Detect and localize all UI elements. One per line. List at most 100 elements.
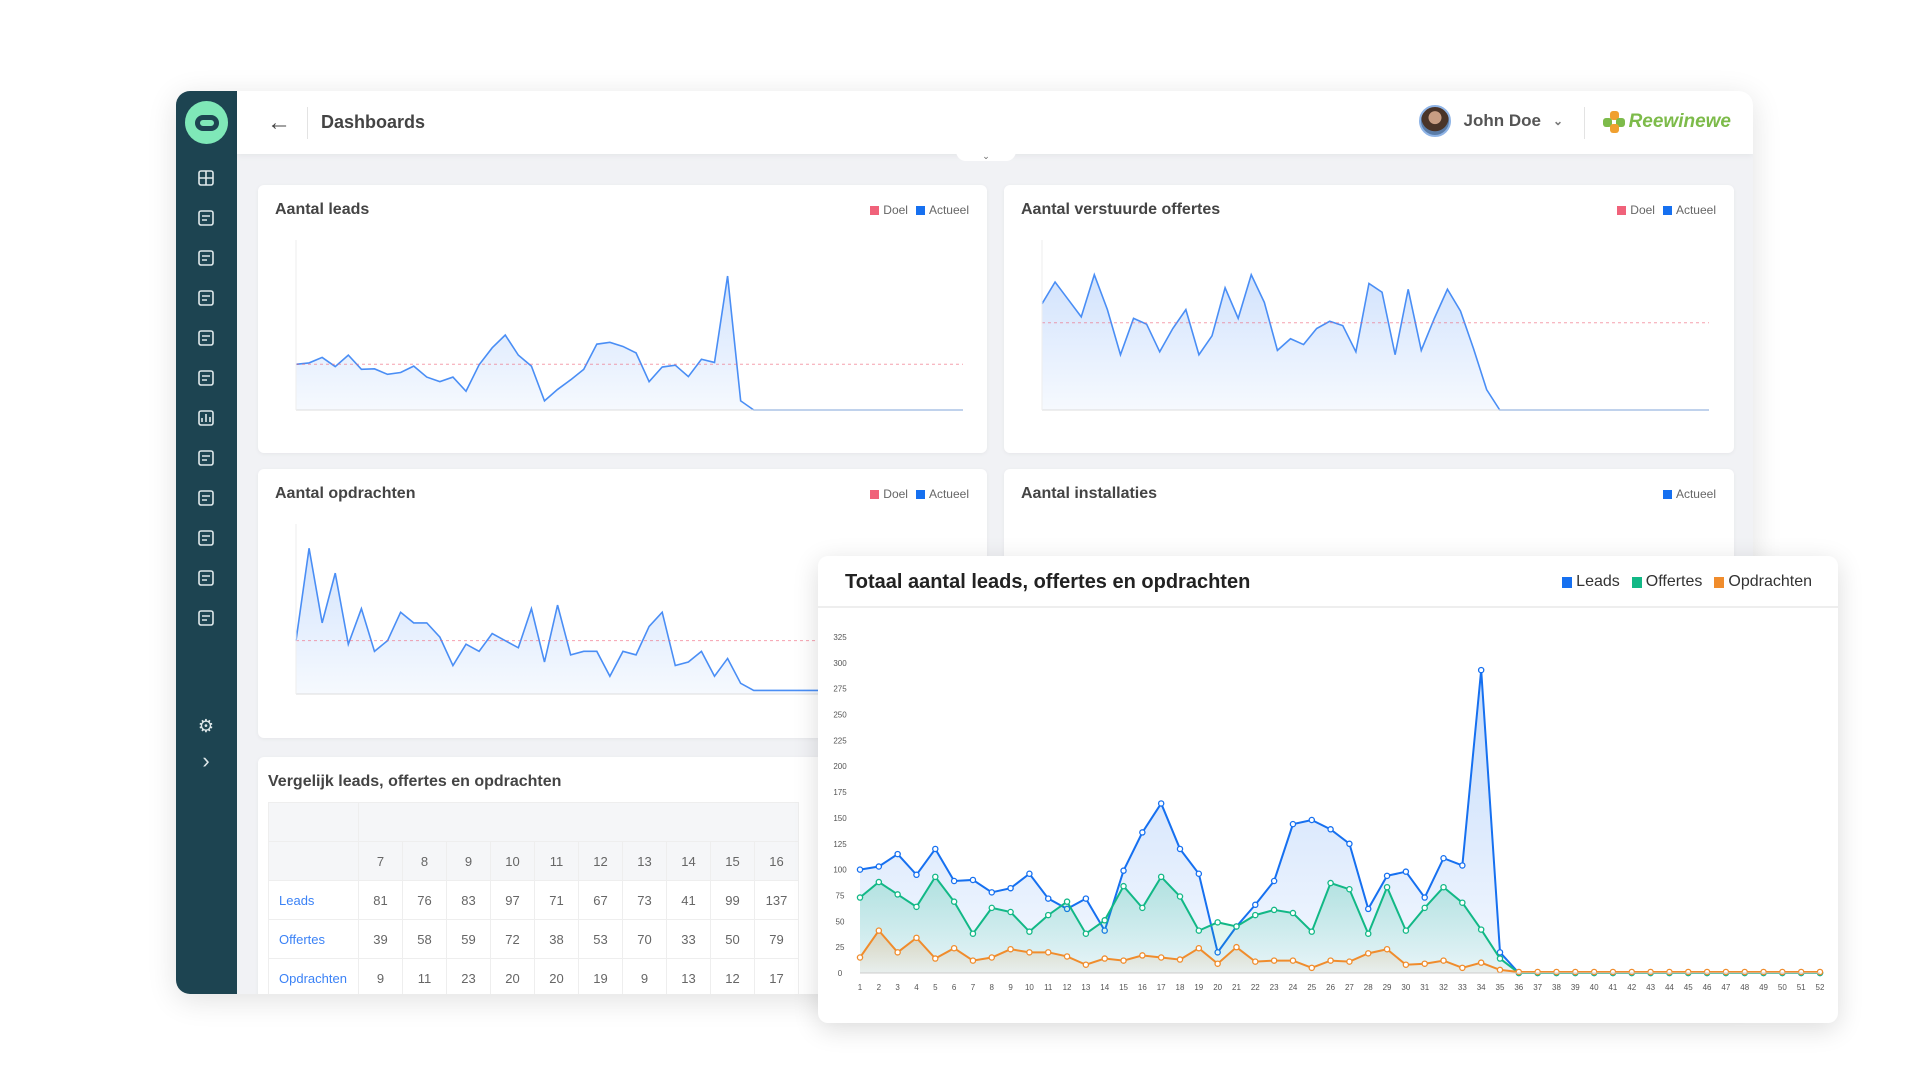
message-icon[interactable] — [196, 488, 216, 508]
chevron-right-icon[interactable]: › — [202, 748, 210, 773]
point-offertes — [1044, 911, 1052, 919]
ticket-icon[interactable] — [196, 528, 216, 548]
card-title: Aantal leads — [275, 201, 370, 218]
x-tick-label: 41 — [1608, 983, 1617, 992]
collapse-toggle[interactable]: ⌄ — [956, 151, 1016, 161]
point-opdrachten — [1628, 968, 1636, 976]
card-title: Vergelijk leads, offertes en opdrachten — [268, 773, 562, 790]
brand-logo: Reewinewe — [1602, 111, 1731, 133]
row-label-link[interactable]: Offertes — [268, 919, 359, 959]
point-leads — [969, 876, 977, 884]
x-tick-label: 10 — [1025, 983, 1034, 992]
point-offertes — [1346, 886, 1353, 893]
calendar-user-icon[interactable] — [196, 288, 216, 308]
point-leads — [1120, 867, 1127, 874]
page-title: Dashboards — [321, 112, 426, 132]
x-tick-label: 26 — [1326, 983, 1335, 992]
brand-icon — [1602, 111, 1625, 133]
point-opdrachten — [1590, 968, 1598, 976]
app-logo[interactable] — [185, 101, 228, 144]
legend-offertes[interactable]: Offertes — [1631, 573, 1702, 591]
point-opdrachten — [1101, 955, 1108, 962]
point-offertes — [1063, 898, 1071, 905]
leads-card: Aantal leads Doel Actueel — [258, 185, 987, 453]
row-label-link[interactable]: Leads — [268, 880, 359, 920]
table-cell: 33 — [666, 919, 711, 959]
point-opdrachten — [932, 955, 939, 962]
contact-icon[interactable] — [196, 568, 216, 588]
dashboard-icon[interactable] — [196, 168, 216, 188]
point-opdrachten — [1703, 968, 1711, 976]
x-tick-label: 11 — [1044, 983, 1053, 992]
point-leads — [1477, 666, 1485, 674]
point-leads — [913, 871, 920, 879]
x-tick-label: 29 — [1383, 983, 1392, 992]
document-icon[interactable] — [196, 368, 216, 388]
point-offertes — [856, 894, 864, 901]
table-cell: 71 — [534, 880, 579, 920]
point-leads — [1026, 870, 1033, 878]
point-offertes — [1496, 955, 1504, 962]
point-opdrachten — [1684, 968, 1692, 976]
clipboard-icon[interactable] — [196, 328, 216, 348]
x-tick-label: 38 — [1552, 983, 1561, 992]
y-tick-label: 125 — [833, 840, 847, 849]
back-arrow-icon[interactable]: ← — [267, 109, 291, 136]
week-header: 15 — [710, 841, 755, 881]
x-tick-label: 21 — [1232, 983, 1241, 992]
table-cell: 53 — [578, 919, 623, 959]
point-opdrachten — [1026, 949, 1033, 956]
point-opdrachten — [1779, 968, 1786, 976]
calendar-leads-icon[interactable] — [196, 208, 216, 228]
top-header: ← Dashboards John Doe ⌄ Reewinewe — [237, 91, 1753, 154]
point-offertes — [988, 904, 996, 912]
point-offertes — [1007, 908, 1014, 916]
point-opdrachten — [1459, 964, 1466, 972]
table-cell: 19 — [578, 958, 623, 994]
point-leads — [1308, 816, 1316, 824]
table-cell: 39 — [358, 919, 403, 959]
point-opdrachten — [1440, 957, 1447, 964]
point-opdrachten — [1082, 961, 1090, 968]
point-leads — [932, 845, 939, 853]
user-menu[interactable]: John Doe ⌄ — [1419, 105, 1563, 137]
x-tick-label: 39 — [1571, 983, 1580, 992]
point-opdrachten — [1157, 954, 1165, 961]
point-opdrachten — [1176, 956, 1184, 963]
x-tick-label: 32 — [1439, 983, 1448, 992]
table-cell: 76 — [402, 880, 447, 920]
bar-chart-icon[interactable] — [196, 408, 216, 428]
legend: Doel Actueel — [870, 487, 969, 501]
table-cell: 97 — [490, 880, 535, 920]
row-label-link[interactable]: Opdrachten — [268, 958, 359, 994]
point-leads — [1459, 862, 1466, 869]
x-tick-label: 50 — [1778, 983, 1787, 992]
area-opdrachten — [860, 930, 1820, 973]
table-cell: 81 — [358, 880, 403, 920]
calendar-check-icon[interactable] — [196, 248, 216, 268]
x-tick-label: 35 — [1496, 983, 1505, 992]
point-leads — [1402, 868, 1410, 875]
point-offertes — [1252, 911, 1259, 919]
point-opdrachten — [856, 954, 864, 961]
point-opdrachten — [1346, 958, 1353, 965]
point-opdrachten — [875, 927, 883, 934]
point-opdrachten — [1647, 968, 1654, 976]
gallery-icon[interactable] — [196, 448, 216, 468]
legend-leads[interactable]: Leads — [1562, 573, 1620, 591]
table-cell: 17 — [754, 958, 799, 994]
x-tick-label: 46 — [1703, 983, 1712, 992]
point-offertes — [1459, 899, 1466, 906]
point-offertes — [950, 898, 958, 905]
point-leads — [894, 850, 901, 858]
legend-opdrachten[interactable]: Opdrachten — [1714, 573, 1812, 591]
point-opdrachten — [1477, 959, 1485, 966]
table-cell: 13 — [666, 958, 711, 994]
media-icon[interactable] — [196, 608, 216, 628]
x-tick-label: 7 — [971, 983, 976, 992]
point-opdrachten — [1327, 957, 1334, 964]
gear-icon[interactable]: ⚙ — [197, 715, 215, 736]
point-opdrachten — [1195, 944, 1203, 952]
point-leads — [1157, 800, 1165, 807]
